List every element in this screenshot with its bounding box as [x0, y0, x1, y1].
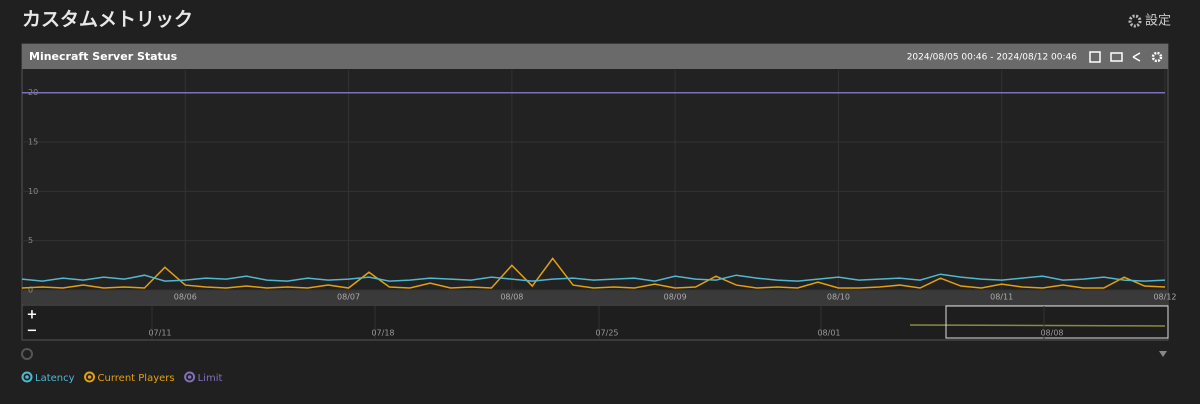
expand-arrow[interactable]: [1159, 351, 1167, 357]
legend-marker[interactable]: [184, 371, 196, 383]
y-tick-label: 10: [28, 187, 38, 196]
series-line: [21, 273, 1166, 282]
y-tick-label: 5: [28, 236, 33, 245]
settings-label[interactable]: 設定: [1145, 13, 1171, 29]
series-line: [21, 257, 1166, 289]
legend-marker-dot[interactable]: [87, 375, 92, 379]
settings-button[interactable]: 設定: [1128, 13, 1171, 29]
x-tick-label: 08/09: [664, 293, 687, 302]
fullscreen-icon[interactable]: [1089, 51, 1101, 63]
x-tick-label: 08/07: [337, 293, 360, 302]
navigator-label: 07/18: [371, 329, 394, 338]
legend-marker[interactable]: [84, 371, 96, 383]
share-icon[interactable]: [1132, 52, 1141, 62]
x-tick-label: 08/06: [174, 293, 197, 302]
legend-marker-dot[interactable]: [187, 375, 192, 379]
panel-title: Minecraft Server Status: [29, 50, 178, 63]
date-range: 2024/08/05 00:46 - 2024/08/12 00:46: [907, 53, 1078, 63]
legend-label[interactable]: Current Players: [98, 373, 175, 384]
legend-marker-dot[interactable]: [25, 375, 29, 379]
navigator-label: 07/25: [595, 329, 618, 338]
x-tick-label: 08/12: [1153, 293, 1176, 302]
panel-header: [22, 44, 1168, 69]
navigator-label: 07/11: [148, 329, 171, 338]
gear-icon: [1128, 14, 1142, 28]
y-tick-label: 15: [28, 138, 38, 147]
x-tick-label: 08/10: [827, 293, 850, 302]
panel-settings-icon[interactable]: [1151, 51, 1163, 63]
x-tick-label: 08/08: [500, 293, 523, 302]
page-title: カスタムメトリック: [22, 9, 193, 31]
x-tick-label: 08/11: [990, 293, 1013, 302]
zoom-in[interactable]: +: [27, 308, 38, 323]
navigator-label: 08/01: [817, 329, 840, 338]
toggle-button[interactable]: [21, 348, 33, 360]
navigator-selection[interactable]: [945, 305, 1169, 339]
zoom-out[interactable]: −: [27, 324, 38, 339]
y-tick-label: 0: [28, 286, 33, 295]
legend-marker[interactable]: [21, 371, 33, 383]
x-axis-strip: [22, 290, 1168, 304]
camera-icon[interactable]: [1110, 52, 1123, 62]
navigator-label: 08/08: [1040, 329, 1063, 338]
legend-label[interactable]: Latency: [35, 373, 75, 384]
legend-label[interactable]: Limit: [198, 373, 223, 384]
navigator-line: [909, 324, 1166, 327]
